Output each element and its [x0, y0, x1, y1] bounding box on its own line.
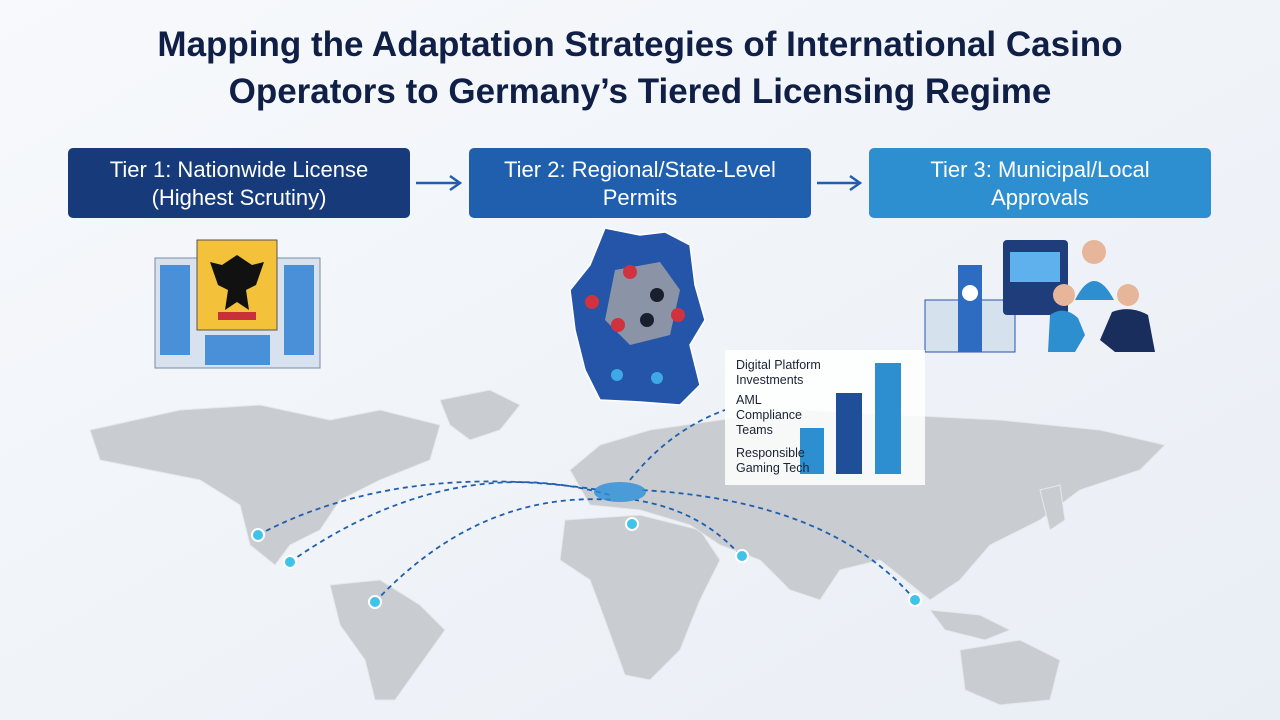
investment-label: Digital Platform — [736, 358, 821, 372]
eagle — [210, 255, 264, 310]
window-column — [160, 265, 190, 355]
person-head — [1053, 284, 1075, 306]
tier-label: Approvals — [991, 185, 1089, 210]
route — [374, 498, 616, 603]
person-head — [1117, 284, 1139, 306]
pin — [623, 265, 637, 279]
pin — [640, 313, 654, 327]
pins — [585, 265, 685, 384]
tier-label: Tier 3: Municipal/Local — [930, 157, 1149, 182]
north-america — [89, 404, 441, 566]
pin — [585, 295, 599, 309]
screen — [1010, 252, 1060, 282]
title: Mapping the Adaptation Strategies of Int… — [157, 25, 1122, 64]
bar-shape — [800, 428, 824, 474]
tier-label: (Highest Scrutiny) — [152, 185, 327, 210]
investment-panel: Digital Platform Investments AML Complia… — [725, 350, 925, 485]
germany-hub — [594, 482, 646, 502]
route — [629, 409, 726, 481]
eagle-detail — [218, 312, 256, 320]
australia — [959, 639, 1061, 706]
investment-label: Gaming Tech — [736, 461, 809, 475]
greenland — [439, 389, 521, 441]
bar-shape — [836, 393, 862, 474]
point — [735, 549, 749, 563]
route — [289, 481, 611, 563]
title: Operators to Germany’s Tiered Licensing … — [229, 72, 1052, 111]
windows — [160, 265, 314, 365]
bar-shape — [875, 363, 901, 474]
entrance — [205, 335, 270, 365]
person-body — [1075, 281, 1114, 300]
investment-label: Teams — [736, 423, 773, 437]
investment-label: Responsible — [736, 446, 805, 460]
arrow — [817, 174, 863, 192]
tier-box — [68, 148, 410, 218]
person-body — [1048, 310, 1085, 352]
tier-box — [469, 148, 811, 218]
tier-box — [869, 148, 1211, 218]
japan — [1039, 484, 1066, 531]
tier-label: Tier 1: Nationwide License — [110, 157, 368, 182]
municipal-icons — [924, 240, 1155, 353]
point — [283, 555, 297, 569]
world-map — [89, 389, 1166, 706]
window-column — [284, 265, 314, 355]
investment-label: Investments — [736, 373, 803, 387]
south-america — [329, 579, 446, 701]
investment-label: AML — [736, 393, 762, 407]
indonesia — [928, 609, 1012, 641]
pin — [650, 288, 664, 302]
clock — [962, 285, 978, 301]
point — [251, 528, 265, 542]
route — [639, 489, 916, 601]
pin — [611, 318, 625, 332]
point — [625, 517, 639, 531]
route-points — [251, 482, 922, 609]
pin — [671, 308, 685, 322]
africa — [559, 514, 721, 681]
tier-label: Tier 2: Regional/State-Level — [504, 157, 776, 182]
investment-label: Compliance — [736, 408, 802, 422]
pin — [611, 369, 623, 381]
point — [368, 595, 382, 609]
route — [634, 499, 741, 556]
tier-label: Permits — [603, 185, 678, 210]
route — [257, 480, 601, 536]
clock-tower — [958, 265, 982, 352]
pin — [651, 372, 663, 384]
routes — [257, 409, 916, 603]
person-body — [1100, 309, 1155, 352]
arrow — [416, 174, 463, 192]
arrows — [416, 174, 863, 192]
person-head — [1082, 240, 1106, 264]
federal-building-icon — [154, 239, 321, 369]
point — [908, 593, 922, 607]
germany-map — [569, 227, 706, 406]
